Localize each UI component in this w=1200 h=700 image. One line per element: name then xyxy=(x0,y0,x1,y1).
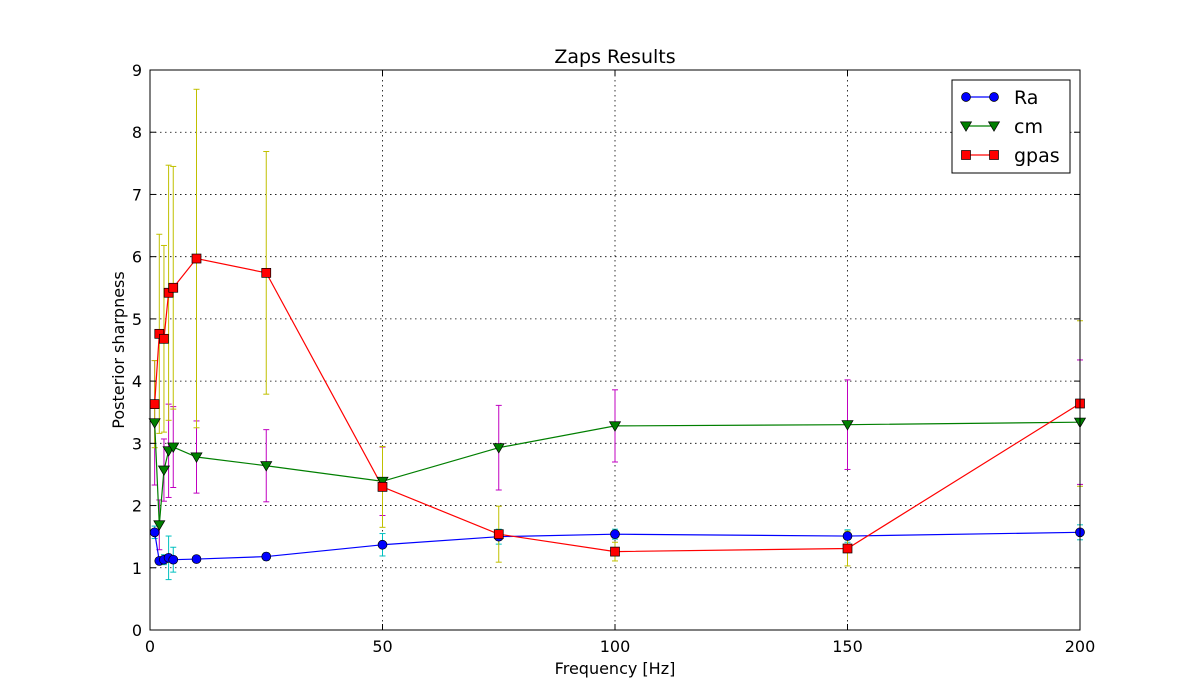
legend-marker-cm xyxy=(987,121,1001,132)
y-tick-label: 9 xyxy=(132,61,142,80)
data-point-ra xyxy=(168,554,179,565)
x-tick-label: 100 xyxy=(600,637,631,656)
data-point-ra xyxy=(377,539,388,550)
legend: Ra cm gpas xyxy=(951,79,1071,174)
data-point-cm xyxy=(841,420,854,431)
y-tick-label: 1 xyxy=(132,559,142,578)
y-tick-label: 2 xyxy=(132,497,142,516)
y-tick-label: 3 xyxy=(132,434,142,453)
y-tick-label: 7 xyxy=(132,185,142,204)
data-point-gpas xyxy=(159,333,169,344)
y-axis-label: Posterior sharpness xyxy=(109,271,128,428)
data-point-cm xyxy=(260,461,273,472)
data-point-cm xyxy=(157,465,171,477)
series-line-cm xyxy=(154,421,1081,525)
data-point-gpas xyxy=(842,543,853,554)
data-point-ra xyxy=(610,529,620,540)
x-tick-label: 200 xyxy=(1065,637,1096,656)
legend-label-cm: cm xyxy=(1014,116,1043,138)
data-point-gpas xyxy=(610,546,620,557)
data-point-cm xyxy=(153,520,166,531)
data-point-cm xyxy=(376,476,389,488)
data-point-ra xyxy=(261,551,272,562)
legend-marker-ra xyxy=(961,92,971,102)
axis-ticks: 0 50 100 150 200 0 1 2 3 4 5 6 7 8 9 xyxy=(132,61,1095,656)
y-tick-label: 0 xyxy=(132,621,142,640)
y-tick-label: 8 xyxy=(132,123,142,142)
data-point-cm xyxy=(608,421,622,432)
legend-marker-ra xyxy=(989,92,999,102)
x-tick-label: 50 xyxy=(372,637,392,656)
legend-marker-cm xyxy=(959,121,973,132)
data-point-cm xyxy=(190,452,203,463)
x-tick-label: 0 xyxy=(145,637,155,656)
grid xyxy=(150,70,1080,630)
data-point-gpas xyxy=(149,399,160,409)
data-point-ra xyxy=(191,554,202,564)
y-tick-label: 4 xyxy=(132,372,142,391)
legend-marker-gpas xyxy=(961,150,971,160)
data-point-gpas xyxy=(168,282,179,293)
data-point-ra xyxy=(149,527,160,538)
data-point-ra xyxy=(842,531,853,541)
legend-label-ra: Ra xyxy=(1014,87,1038,109)
data-point-gpas xyxy=(493,529,504,540)
data-point-gpas xyxy=(261,267,272,278)
x-axis-label: Frequency [Hz] xyxy=(555,659,676,678)
series-markers xyxy=(148,253,1087,566)
y-tick-label: 6 xyxy=(132,248,142,267)
data-point-gpas xyxy=(377,482,388,492)
data-point-cm xyxy=(148,418,161,429)
data-point-cm xyxy=(492,443,505,454)
legend-label-gpas: gpas xyxy=(1014,145,1060,167)
legend-marker-gpas xyxy=(989,150,999,160)
chart-title: Zaps Results xyxy=(554,46,675,68)
data-point-gpas xyxy=(191,253,202,264)
data-point-cm xyxy=(167,442,180,453)
y-tick-label: 5 xyxy=(132,310,142,329)
x-tick-label: 150 xyxy=(832,637,863,656)
